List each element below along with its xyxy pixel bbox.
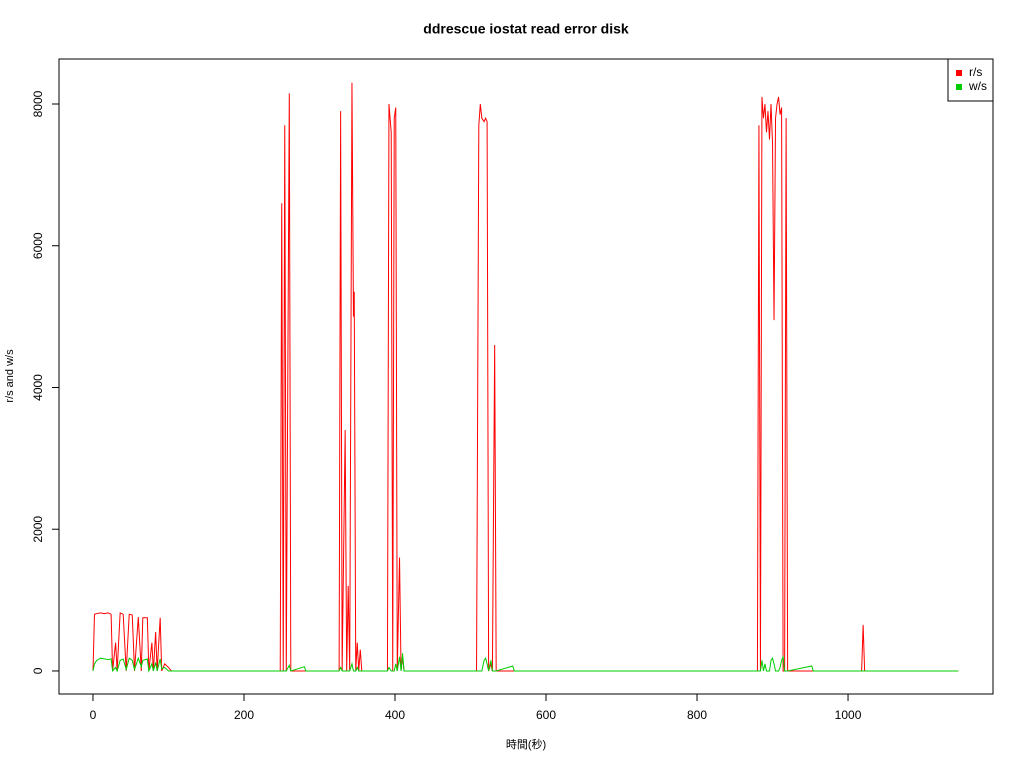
- series-line: [92, 653, 959, 673]
- y-tick-label: 6000: [31, 232, 45, 259]
- plot-frame: [58, 58, 994, 695]
- x-tick-label: 400: [385, 708, 405, 722]
- legend-swatch: [956, 70, 962, 76]
- x-tick-label: 0: [90, 708, 97, 722]
- y-tick-label: 2000: [31, 516, 45, 543]
- y-axis-label: r/s and w/s: [4, 349, 16, 403]
- x-tick-label: 600: [536, 708, 556, 722]
- legend-label: w/s: [968, 79, 987, 93]
- y-tick-label: 4000: [31, 374, 45, 401]
- y-tick-label: 0: [31, 667, 45, 674]
- x-tick-label: 1000: [835, 708, 862, 722]
- x-axis-label: 時間(秒): [506, 737, 546, 751]
- legend-swatch: [956, 84, 962, 90]
- series-line: [92, 82, 959, 672]
- x-tick-label: 200: [234, 708, 254, 722]
- legend-box: [947, 58, 994, 102]
- legend-label: r/s: [969, 65, 982, 79]
- x-tick-label: 800: [687, 708, 707, 722]
- chart-title: ddrescue iostat read error disk: [423, 21, 629, 37]
- y-tick-label: 8000: [31, 90, 45, 117]
